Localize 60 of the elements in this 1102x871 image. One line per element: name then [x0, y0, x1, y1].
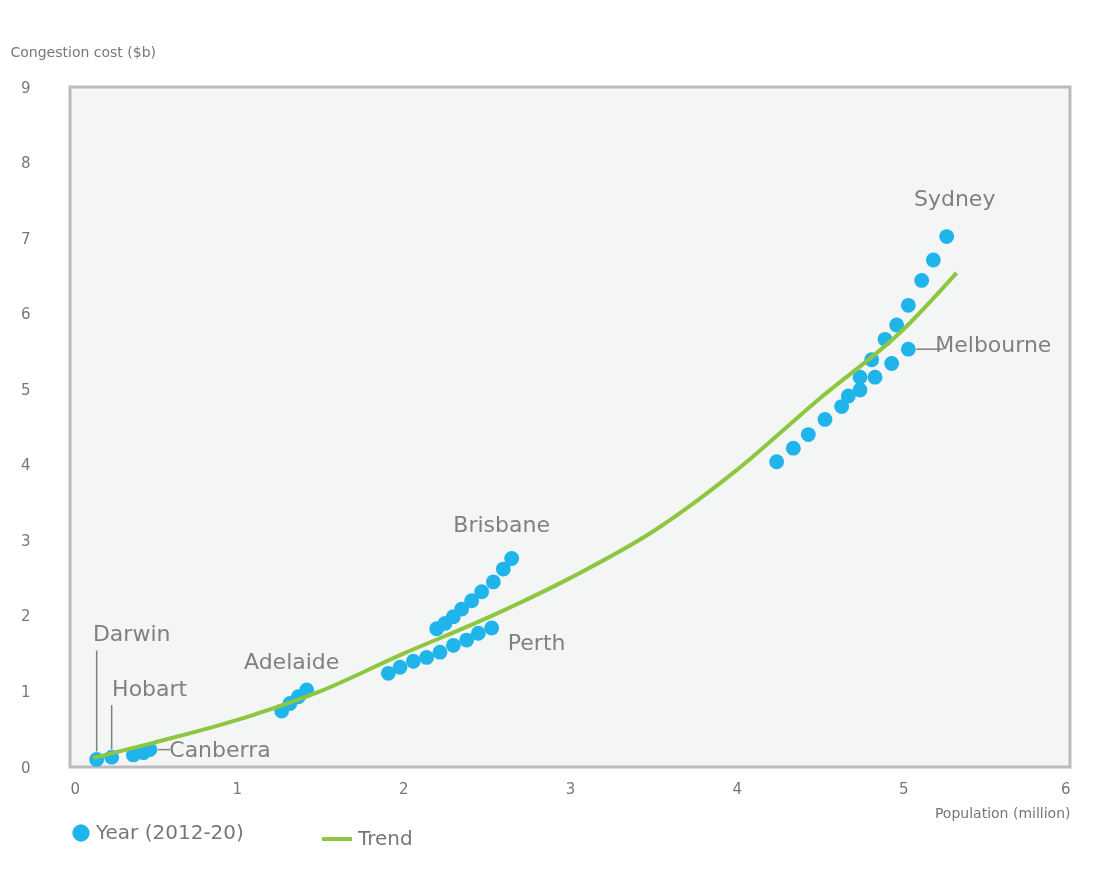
x-tick-label: 4 — [732, 779, 742, 798]
point — [900, 297, 916, 313]
point — [840, 388, 856, 404]
x-tick-label: 0 — [70, 779, 81, 798]
point — [392, 659, 408, 675]
point — [504, 551, 520, 566]
annotation: Canberra — [169, 736, 271, 762]
point — [852, 382, 868, 398]
y-tick-label: 9 — [20, 78, 31, 97]
x-tick-label: 6 — [1060, 779, 1071, 798]
x-tick-label: 5 — [899, 779, 909, 798]
legend-label: Trend — [357, 826, 413, 850]
point — [884, 356, 900, 371]
annotation: Adelaide — [243, 648, 340, 674]
y-tick-label: 6 — [20, 305, 31, 324]
annotation: Sydney — [913, 185, 996, 211]
point — [769, 454, 785, 470]
point — [867, 369, 883, 385]
point — [470, 625, 486, 641]
point — [495, 561, 511, 577]
y-tick-label: 0 — [20, 758, 31, 777]
annotation: Perth — [507, 629, 566, 655]
point — [419, 650, 435, 665]
point — [474, 584, 490, 600]
point — [464, 593, 480, 609]
point — [800, 427, 816, 442]
point — [459, 632, 475, 648]
y-tick-label: 1 — [20, 682, 31, 701]
point — [939, 229, 955, 244]
x-axis-title: Population (million) — [934, 804, 1071, 821]
point — [852, 369, 868, 385]
point — [485, 574, 501, 590]
y-tick-label: 7 — [20, 229, 31, 248]
point — [454, 601, 470, 617]
annotation: Hobart — [112, 676, 188, 702]
point — [889, 317, 905, 333]
x-tick-label: 2 — [399, 779, 409, 798]
point — [405, 653, 421, 669]
y-tick-label: 3 — [20, 531, 31, 550]
point — [817, 412, 833, 427]
point — [925, 252, 941, 268]
x-tick-label: 1 — [232, 779, 242, 798]
point — [484, 620, 500, 636]
y-tick-label: 2 — [20, 607, 31, 626]
x-tick-label: 3 — [565, 779, 576, 798]
point — [432, 644, 448, 660]
annotation: Melbourne — [935, 332, 1052, 358]
y-tick-label: 8 — [20, 154, 31, 173]
point — [380, 665, 396, 681]
y-tick-label: 4 — [20, 456, 31, 475]
point — [445, 637, 461, 653]
point — [834, 399, 850, 414]
y-tick-label: 5 — [20, 380, 31, 399]
point — [785, 440, 801, 456]
point — [914, 273, 930, 288]
annotation: Darwin — [92, 621, 171, 647]
legend-label: Year (2012-20) — [95, 820, 244, 844]
annotation: Brisbane — [453, 512, 550, 538]
y-axis-title: Congestion cost ($b) — [10, 43, 156, 60]
point — [900, 341, 916, 357]
